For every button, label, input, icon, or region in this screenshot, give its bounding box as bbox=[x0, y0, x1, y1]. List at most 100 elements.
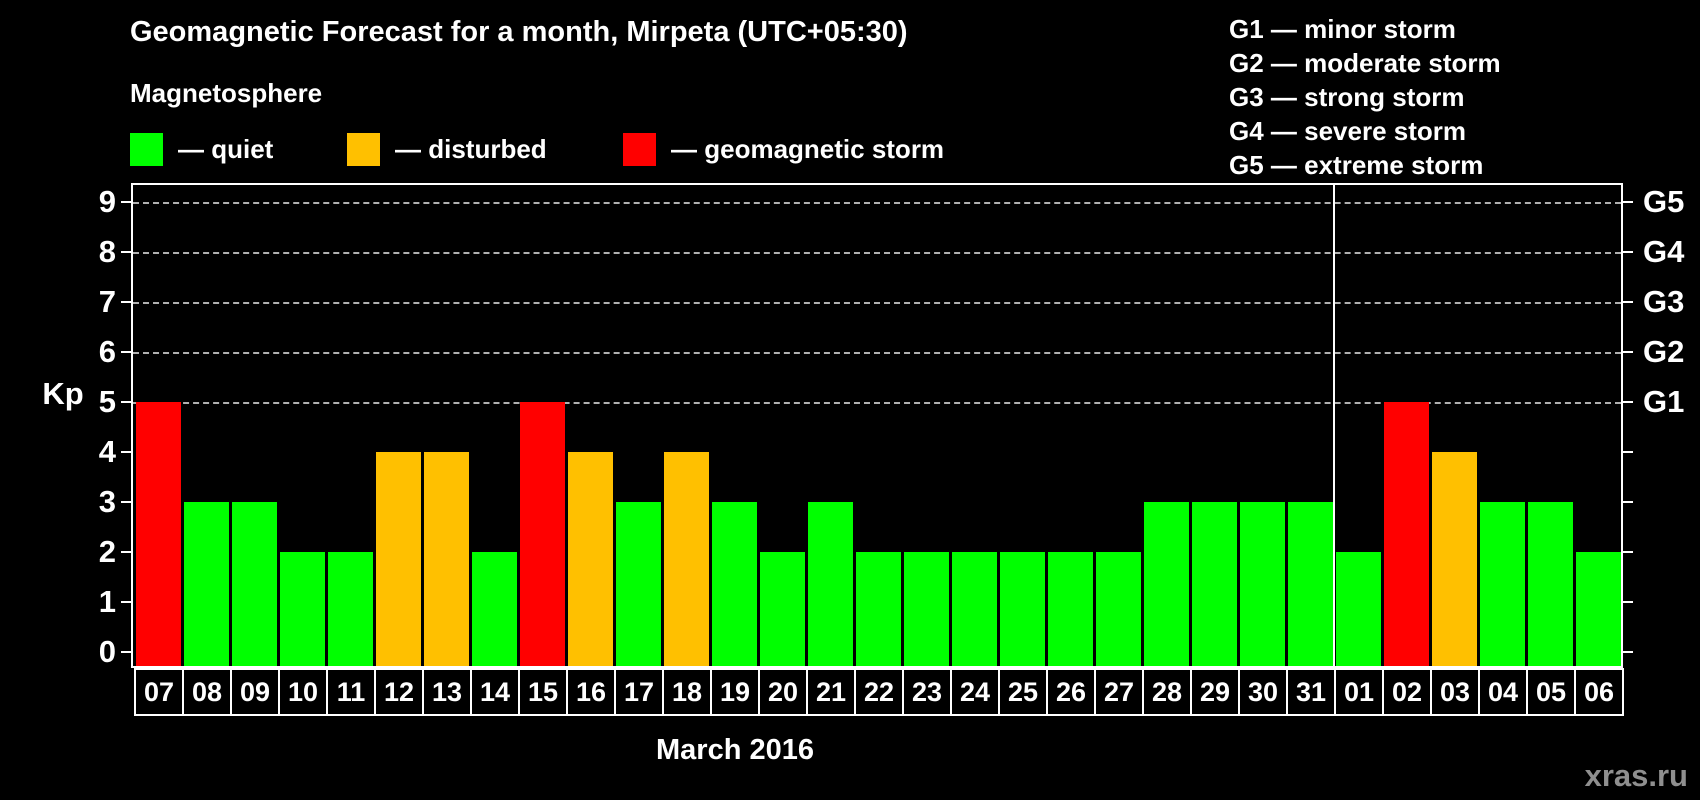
g-legend-line-1: G1 — minor storm bbox=[1229, 14, 1456, 44]
bar-day-08 bbox=[184, 502, 229, 666]
page-title: Geomagnetic Forecast for a month, Mirpet… bbox=[130, 16, 908, 48]
x-label-day-24: 24 bbox=[950, 668, 1000, 716]
x-label-day-04: 04 bbox=[1478, 668, 1528, 716]
bar-day-25 bbox=[1000, 552, 1045, 666]
bar-day-29 bbox=[1192, 502, 1237, 666]
x-label-day-11: 11 bbox=[326, 668, 376, 716]
bar-day-05 bbox=[1528, 502, 1573, 666]
y-tick-label-1: 1 bbox=[98, 584, 116, 619]
x-label-day-26: 26 bbox=[1046, 668, 1096, 716]
gridline-kp-6 bbox=[133, 352, 1621, 354]
bar-day-20 bbox=[760, 552, 805, 666]
right-tick-kp-6 bbox=[1623, 351, 1633, 353]
right-tick-kp-5 bbox=[1623, 401, 1633, 403]
x-label-day-15: 15 bbox=[518, 668, 568, 716]
y-tick-label-0: 0 bbox=[98, 634, 116, 669]
left-tick-kp-9 bbox=[121, 201, 131, 203]
y-tick-label-8: 8 bbox=[98, 234, 116, 269]
left-tick-kp-6 bbox=[121, 351, 131, 353]
g-legend-line-5: G5 — extreme storm bbox=[1229, 150, 1484, 180]
x-label-day-01: 01 bbox=[1334, 668, 1384, 716]
x-label-day-10: 10 bbox=[278, 668, 328, 716]
legend-label-disturbed: — disturbed bbox=[395, 134, 547, 164]
bar-day-24 bbox=[952, 552, 997, 666]
g-legend-line-4: G4 — severe storm bbox=[1229, 116, 1467, 146]
magnetosphere-legend: — quiet — disturbed — geomagnetic storm bbox=[0, 133, 1100, 169]
gridline-kp-9 bbox=[133, 202, 1621, 204]
right-tick-kp-8 bbox=[1623, 251, 1633, 253]
left-tick-kp-0 bbox=[121, 651, 131, 653]
x-label-day-03: 03 bbox=[1430, 668, 1480, 716]
x-label-day-16: 16 bbox=[566, 668, 616, 716]
x-label-day-23: 23 bbox=[902, 668, 952, 716]
x-label-day-21: 21 bbox=[806, 668, 856, 716]
x-label-day-02: 02 bbox=[1382, 668, 1432, 716]
x-label-day-09: 09 bbox=[230, 668, 280, 716]
g-axis-label-g3: G3 bbox=[1643, 284, 1685, 319]
bar-day-19 bbox=[712, 502, 757, 666]
right-tick-kp-0 bbox=[1623, 651, 1633, 653]
legend-swatch-disturbed bbox=[347, 133, 380, 166]
bar-day-14 bbox=[472, 552, 517, 666]
bar-day-18 bbox=[664, 452, 709, 666]
left-tick-kp-2 bbox=[121, 551, 131, 553]
x-label-day-12: 12 bbox=[374, 668, 424, 716]
bar-day-23 bbox=[904, 552, 949, 666]
magnetosphere-heading: Magnetosphere bbox=[130, 78, 323, 108]
g-axis-label-g1: G1 bbox=[1643, 384, 1685, 419]
x-label-day-25: 25 bbox=[998, 668, 1048, 716]
left-tick-kp-7 bbox=[121, 301, 131, 303]
left-tick-kp-4 bbox=[121, 451, 131, 453]
bar-day-22 bbox=[856, 552, 901, 666]
x-axis-title: March 2016 bbox=[656, 734, 814, 766]
gridline-kp-7 bbox=[133, 302, 1621, 304]
x-label-day-29: 29 bbox=[1190, 668, 1240, 716]
left-tick-kp-8 bbox=[121, 251, 131, 253]
legend-label-quiet: — quiet bbox=[178, 134, 274, 164]
y-tick-label-9: 9 bbox=[98, 184, 116, 219]
x-label-day-17: 17 bbox=[614, 668, 664, 716]
x-label-day-13: 13 bbox=[422, 668, 472, 716]
bar-day-16 bbox=[568, 452, 613, 666]
x-label-day-18: 18 bbox=[662, 668, 712, 716]
y-axis-title: Kp bbox=[42, 376, 84, 411]
y-tick-label-5: 5 bbox=[98, 384, 116, 419]
left-tick-kp-1 bbox=[121, 601, 131, 603]
x-label-day-22: 22 bbox=[854, 668, 904, 716]
y-tick-label-3: 3 bbox=[98, 484, 116, 519]
left-tick-kp-5 bbox=[121, 401, 131, 403]
gridline-kp-5 bbox=[133, 402, 1621, 404]
legend-swatch-quiet bbox=[130, 133, 163, 166]
g-axis-label-g5: G5 bbox=[1643, 184, 1685, 219]
right-tick-kp-9 bbox=[1623, 201, 1633, 203]
bar-day-15 bbox=[520, 402, 565, 666]
bar-day-13 bbox=[424, 452, 469, 666]
g-scale-legend: G1 — minor storm G2 — moderate storm G3 — … bbox=[1229, 12, 1501, 182]
watermark: xras.ru bbox=[1584, 758, 1688, 793]
bar-day-03 bbox=[1432, 452, 1477, 666]
y-tick-label-6: 6 bbox=[98, 334, 116, 369]
bar-day-01 bbox=[1336, 552, 1381, 666]
x-label-day-06: 06 bbox=[1574, 668, 1624, 716]
right-tick-kp-7 bbox=[1623, 301, 1633, 303]
y-tick-label-7: 7 bbox=[98, 284, 116, 319]
x-label-day-14: 14 bbox=[470, 668, 520, 716]
x-label-day-05: 05 bbox=[1526, 668, 1576, 716]
bar-day-12 bbox=[376, 452, 421, 666]
x-label-day-20: 20 bbox=[758, 668, 808, 716]
legend-label-storm: — geomagnetic storm bbox=[671, 134, 945, 164]
x-label-day-28: 28 bbox=[1142, 668, 1192, 716]
x-label-day-31: 31 bbox=[1286, 668, 1336, 716]
bar-day-26 bbox=[1048, 552, 1093, 666]
y-tick-label-4: 4 bbox=[98, 434, 116, 469]
bar-day-07 bbox=[136, 402, 181, 666]
bar-day-17 bbox=[616, 502, 661, 666]
left-tick-kp-3 bbox=[121, 501, 131, 503]
bar-day-21 bbox=[808, 502, 853, 666]
right-tick-kp-1 bbox=[1623, 601, 1633, 603]
gridline-kp-8 bbox=[133, 252, 1621, 254]
x-label-day-07: 07 bbox=[134, 668, 184, 716]
x-label-day-30: 30 bbox=[1238, 668, 1288, 716]
bar-day-31 bbox=[1288, 502, 1333, 666]
bar-day-09 bbox=[232, 502, 277, 666]
